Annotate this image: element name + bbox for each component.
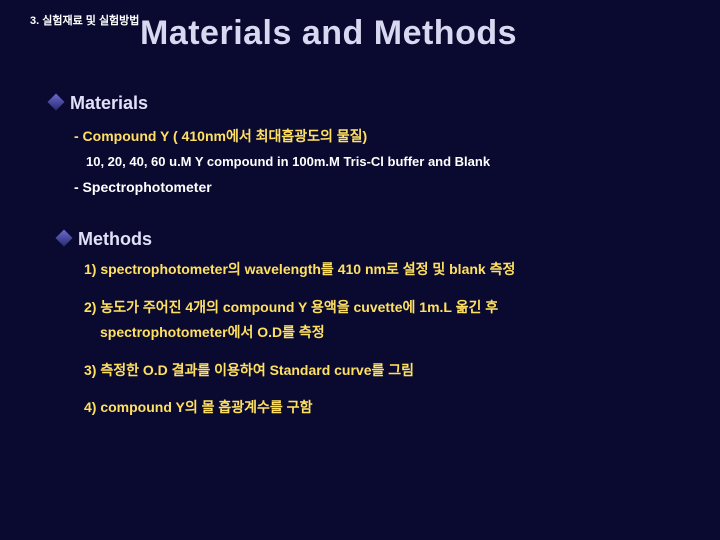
slide-root: 3. 실험재료 및 실험방법 Materials and Methods Mat… — [0, 0, 720, 540]
methods-step-2b: spectrophotometer에서 O.D를 측정 — [100, 323, 690, 343]
materials-compound-sub: 10, 20, 40, 60 u.M Y compound in 100m.M … — [86, 154, 690, 169]
methods-step-4: 4) compound Y의 몰 흡광계수를 구함 — [84, 398, 690, 418]
materials-spectro-line: - Spectrophotometer — [74, 179, 690, 195]
slide-title: Materials and Methods — [140, 14, 690, 53]
methods-section: Methods 1) spectrophotometer의 wavelength… — [58, 229, 690, 418]
diamond-bullet-icon — [56, 230, 73, 247]
methods-heading-text: Methods — [78, 229, 152, 249]
materials-heading-text: Materials — [70, 93, 148, 113]
materials-heading: Materials — [50, 93, 690, 114]
methods-step-1: 1) spectrophotometer의 wavelength를 410 nm… — [84, 260, 690, 280]
methods-step-3: 3) 측정한 O.D 결과를 이용하여 Standard curve를 그림 — [84, 361, 690, 381]
materials-compound-line: - Compound Y ( 410nm에서 최대흡광도의 물질) — [74, 126, 690, 146]
diamond-bullet-icon — [48, 94, 65, 111]
methods-step-2a: 2) 농도가 주어진 4개의 compound Y 용액을 cuvette에 1… — [84, 298, 690, 318]
materials-section: Materials - Compound Y ( 410nm에서 최대흡광도의 … — [50, 93, 690, 195]
methods-heading: Methods — [58, 229, 690, 250]
